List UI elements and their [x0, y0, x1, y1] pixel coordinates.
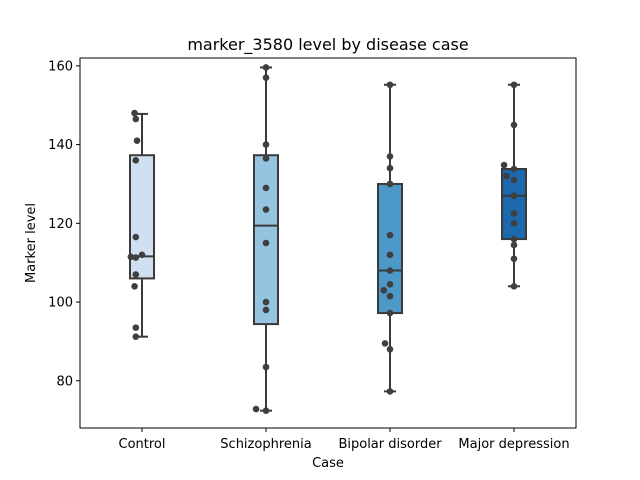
chart-title: marker_3580 level by disease case — [187, 35, 468, 55]
x-tick-label: Bipolar disorder — [338, 437, 442, 452]
data-point — [262, 239, 270, 247]
x-tick-label: Schizophrenia — [220, 437, 311, 452]
y-tick-label: 160 — [48, 59, 73, 74]
data-point — [252, 405, 260, 413]
y-tick-label: 80 — [56, 374, 73, 389]
data-point — [262, 74, 270, 81]
data-point — [132, 115, 140, 123]
data-point — [132, 333, 140, 340]
y-axis-label: Marker level — [24, 203, 39, 283]
data-point — [131, 109, 138, 117]
data-point — [510, 192, 518, 200]
data-point — [386, 267, 394, 274]
data-point — [138, 251, 146, 259]
data-point — [386, 231, 394, 239]
data-point — [510, 210, 518, 217]
data-point — [386, 292, 394, 300]
y-axis: 80 100 120 140 160 — [48, 59, 80, 389]
data-point — [262, 64, 270, 71]
y-tick-label: 100 — [48, 296, 73, 311]
data-point — [510, 176, 518, 184]
data-point — [510, 282, 518, 290]
y-tick-label: 120 — [48, 217, 73, 232]
data-point — [262, 206, 270, 213]
data-point — [386, 281, 394, 288]
data-point — [510, 235, 518, 243]
data-point — [262, 363, 270, 371]
plot-frame — [79, 57, 577, 429]
data-point — [380, 286, 388, 294]
data-point — [132, 233, 140, 241]
data-point — [510, 241, 518, 249]
data-point — [262, 407, 270, 414]
data-point — [262, 298, 270, 306]
data-point — [132, 271, 140, 278]
y-tick-label: 140 — [48, 138, 73, 153]
data-point — [262, 141, 270, 148]
data-point — [133, 137, 141, 144]
data-point — [510, 255, 518, 263]
data-point — [131, 282, 138, 290]
data-point — [381, 340, 389, 347]
x-tick-label: Control — [119, 437, 166, 452]
plot-area — [127, 64, 527, 414]
data-point — [510, 220, 518, 227]
data-point — [127, 253, 135, 261]
data-point — [386, 251, 394, 259]
box-body — [253, 154, 279, 326]
x-tick-label: Major depression — [458, 437, 569, 452]
data-point — [386, 388, 394, 395]
data-point — [386, 309, 394, 317]
data-point — [386, 345, 394, 353]
data-point — [510, 81, 518, 89]
data-point — [132, 324, 140, 331]
data-point — [503, 172, 510, 180]
x-axis: Control Schizophrenia Bipolar disorder Majo… — [119, 428, 570, 452]
data-point — [262, 306, 270, 314]
data-point — [510, 121, 518, 129]
x-axis-label: Case — [312, 456, 344, 471]
data-point — [510, 165, 518, 173]
data-point — [386, 81, 394, 89]
data-point — [262, 155, 270, 162]
data-point — [262, 184, 270, 192]
data-point — [386, 164, 394, 172]
data-point — [386, 153, 394, 160]
data-point — [386, 180, 394, 188]
data-point — [132, 254, 140, 261]
data-point — [132, 157, 140, 164]
box-group — [253, 66, 279, 412]
data-point — [500, 161, 508, 169]
